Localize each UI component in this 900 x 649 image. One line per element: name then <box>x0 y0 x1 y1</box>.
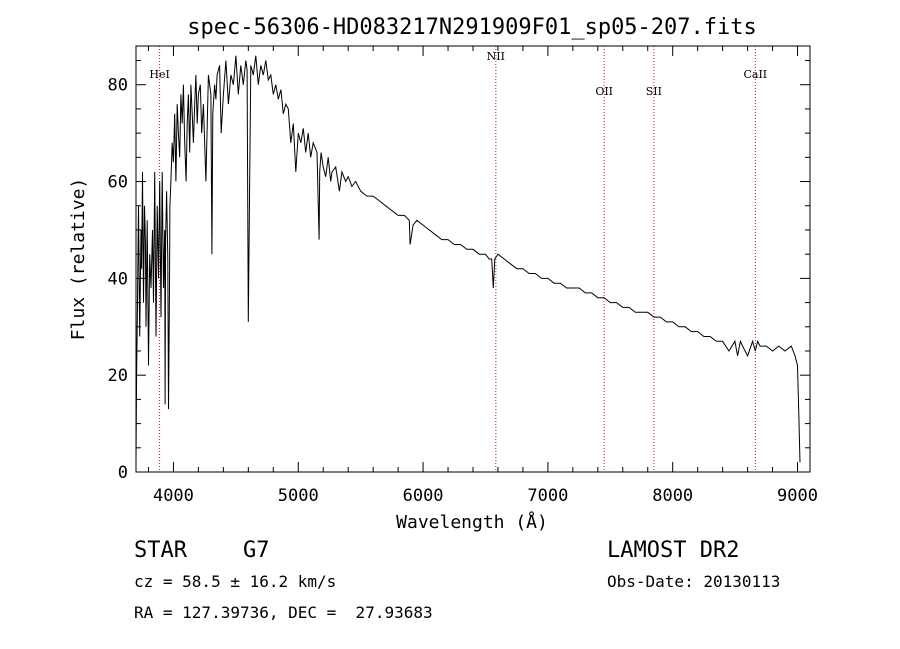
line-marker-label: SII <box>646 85 662 98</box>
x-tick-label: 7000 <box>527 486 568 506</box>
observation-date: Obs-Date: 20130113 <box>607 572 781 591</box>
y-tick-label: 40 <box>108 269 128 289</box>
spectral-line-markers: HeI NII OII SII CaII <box>149 46 767 472</box>
redshift-cz: cz = 58.5 ± 16.2 km/s <box>134 572 337 591</box>
line-marker-label: HeI <box>149 68 169 81</box>
x-tick-label: 5000 <box>278 486 319 506</box>
object-subclass: G7 <box>243 538 270 563</box>
spectrum-series <box>135 55 801 463</box>
y-tick-label: 80 <box>108 76 128 96</box>
line-marker-label: CaII <box>743 68 767 81</box>
plot-frame <box>135 45 811 473</box>
chart-title: spec-56306-HD083217N291909F01_sp05-207.f… <box>187 15 757 40</box>
y-axis-label: Flux (relative) <box>68 178 89 341</box>
x-tick-label: 9000 <box>777 486 818 506</box>
line-marker-label: OII <box>595 85 613 98</box>
x-tick-label: 6000 <box>403 486 444 506</box>
coordinates: RA = 127.39736, DEC = 27.93683 <box>134 603 433 622</box>
spectrum-line-0 <box>135 55 801 463</box>
line-marker-label: NII <box>487 50 505 63</box>
y-axis-ticks: 0 20 40 60 80 <box>108 60 810 483</box>
x-axis-ticks: 4000 5000 6000 7000 8000 9000 <box>147 46 818 506</box>
x-tick-label: 4000 <box>153 486 194 506</box>
y-tick-label: 60 <box>108 173 128 193</box>
y-tick-label: 20 <box>108 366 128 386</box>
object-class: STAR <box>134 538 187 563</box>
survey-name: LAMOST DR2 <box>607 538 740 563</box>
y-tick-label: 0 <box>118 463 128 483</box>
x-axis-label: Wavelength (Å) <box>396 511 548 533</box>
x-tick-label: 8000 <box>652 486 693 506</box>
